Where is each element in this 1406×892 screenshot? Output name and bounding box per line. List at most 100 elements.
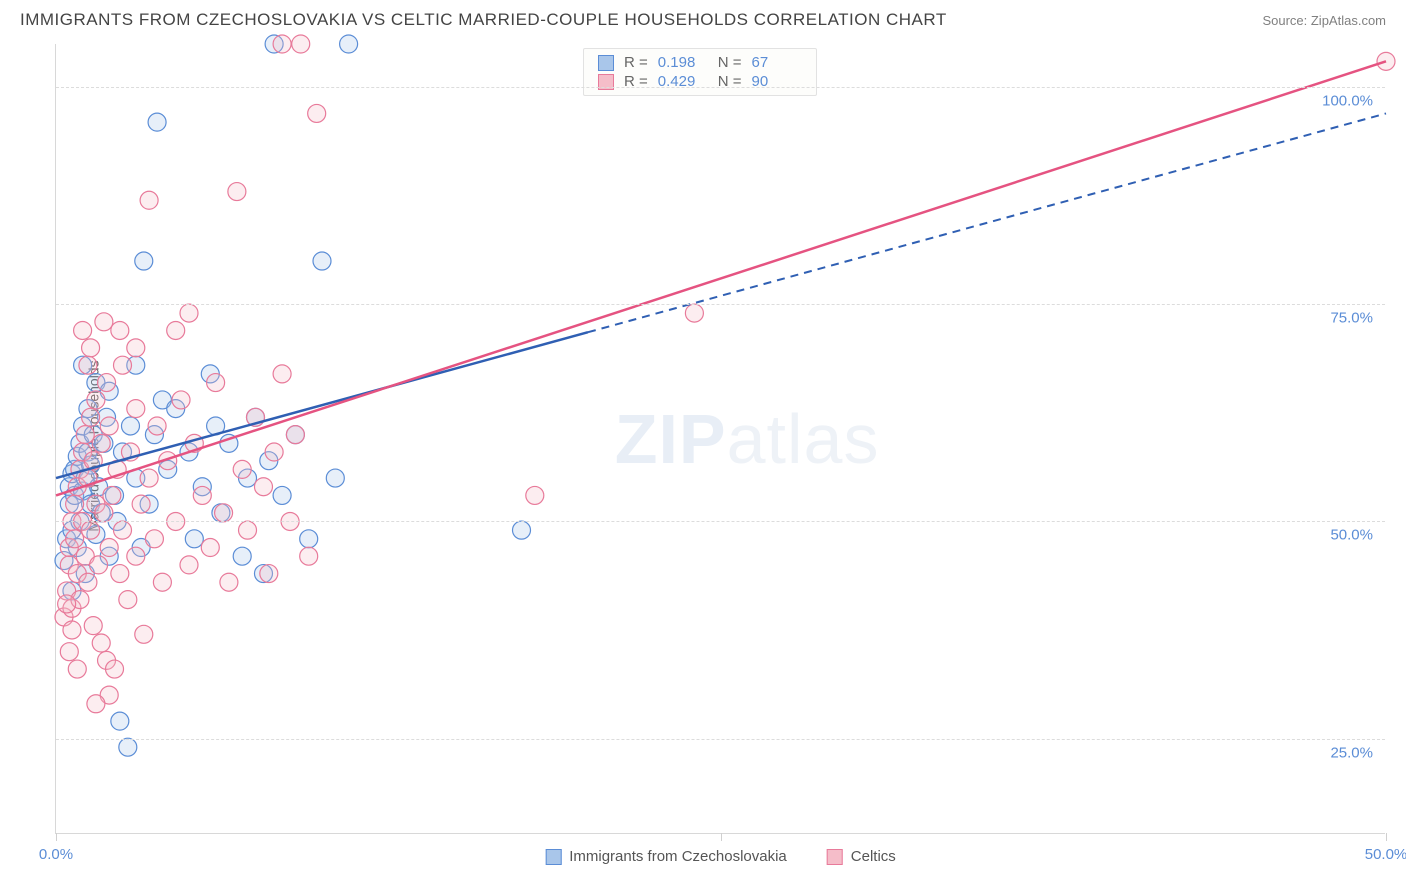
data-point	[685, 304, 703, 322]
x-tick-label: 50.0%	[1365, 846, 1406, 863]
data-point	[84, 617, 102, 635]
data-point	[180, 556, 198, 574]
data-point	[220, 573, 238, 591]
data-point	[300, 530, 318, 548]
series-legend-item: Celtics	[827, 848, 896, 865]
data-point	[90, 556, 108, 574]
series-legend-item: Immigrants from Czechoslovakia	[545, 848, 787, 865]
data-point	[300, 547, 318, 565]
data-point	[68, 660, 86, 678]
data-point	[228, 183, 246, 201]
data-point	[66, 495, 84, 513]
data-point	[92, 434, 110, 452]
data-point	[132, 495, 150, 513]
data-point	[74, 321, 92, 339]
data-point	[121, 417, 139, 435]
y-tick-label: 25.0%	[1330, 744, 1373, 761]
data-point	[106, 660, 124, 678]
data-point	[273, 35, 291, 53]
x-tick	[1386, 833, 1387, 841]
gridline	[56, 87, 1385, 88]
data-point	[167, 321, 185, 339]
x-tick-label: 0.0%	[39, 846, 73, 863]
data-point	[185, 530, 203, 548]
series-legend-label: Celtics	[851, 848, 896, 865]
data-point	[79, 573, 97, 591]
legend-n-label: N =	[718, 54, 742, 71]
data-point	[66, 530, 84, 548]
data-point	[103, 486, 121, 504]
data-point	[119, 738, 137, 756]
data-point	[111, 321, 129, 339]
data-point	[60, 643, 78, 661]
data-point	[87, 391, 105, 409]
data-point	[127, 339, 145, 357]
data-point	[201, 539, 219, 557]
data-point	[95, 504, 113, 522]
data-point	[292, 35, 310, 53]
legend-r-value: 0.198	[658, 54, 708, 71]
data-point	[119, 591, 137, 609]
data-point	[265, 443, 283, 461]
data-point	[308, 104, 326, 122]
data-point	[193, 486, 211, 504]
data-point	[127, 400, 145, 418]
y-tick-label: 50.0%	[1330, 527, 1373, 544]
data-point	[76, 426, 94, 444]
data-point	[100, 417, 118, 435]
data-point	[100, 539, 118, 557]
data-point	[92, 634, 110, 652]
data-point	[140, 469, 158, 487]
data-point	[148, 113, 166, 131]
trend-line-extrapolated	[588, 113, 1386, 332]
data-point	[180, 304, 198, 322]
data-point	[239, 521, 257, 539]
data-point	[233, 547, 251, 565]
data-point	[172, 391, 190, 409]
legend-row: R =0.198N =67	[598, 53, 802, 72]
data-point	[286, 426, 304, 444]
y-tick-label: 75.0%	[1330, 310, 1373, 327]
data-point	[111, 712, 129, 730]
correlation-legend: R =0.198N =67R =0.429N =90	[583, 48, 817, 96]
data-point	[58, 595, 76, 613]
data-point	[135, 252, 153, 270]
data-point	[114, 521, 132, 539]
data-point	[82, 408, 100, 426]
gridline	[56, 739, 1385, 740]
legend-swatch	[827, 849, 843, 865]
series-legend-label: Immigrants from Czechoslovakia	[569, 848, 787, 865]
gridline	[56, 521, 1385, 522]
data-point	[114, 356, 132, 374]
data-point	[148, 417, 166, 435]
legend-swatch	[545, 849, 561, 865]
data-point	[135, 625, 153, 643]
data-point	[340, 35, 358, 53]
x-tick	[721, 833, 722, 841]
chart-source: Source: ZipAtlas.com	[1262, 13, 1386, 28]
series-legend: Immigrants from Czechoslovakia Celtics	[545, 848, 896, 865]
chart-header: IMMIGRANTS FROM CZECHOSLOVAKIA VS CELTIC…	[0, 0, 1406, 36]
legend-swatch	[598, 55, 614, 71]
data-point	[63, 621, 81, 639]
x-tick	[56, 833, 57, 841]
trend-line	[56, 61, 1386, 495]
data-point	[233, 460, 251, 478]
data-point	[95, 313, 113, 331]
data-point	[313, 252, 331, 270]
data-point	[127, 547, 145, 565]
data-point	[260, 565, 278, 583]
data-point	[273, 486, 291, 504]
gridline	[56, 304, 1385, 305]
legend-r-label: R =	[624, 54, 648, 71]
data-point	[111, 565, 129, 583]
data-point	[254, 478, 272, 496]
data-point	[215, 504, 233, 522]
data-point	[513, 521, 531, 539]
data-point	[82, 521, 100, 539]
y-tick-label: 100.0%	[1322, 93, 1373, 110]
data-point	[326, 469, 344, 487]
data-point	[98, 374, 116, 392]
data-point	[153, 573, 171, 591]
data-point	[273, 365, 291, 383]
